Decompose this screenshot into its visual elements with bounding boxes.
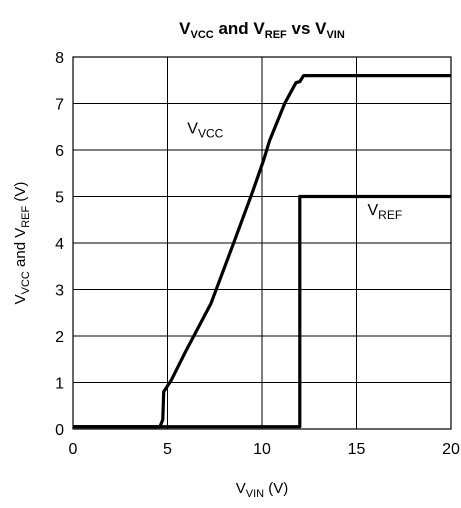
y-axis-label: VVCC​ and VREF​ (V) <box>12 182 32 305</box>
y-tick-label: 0 <box>55 422 64 439</box>
series-line-vref <box>73 194 451 429</box>
series-label-vref: VREF​ <box>368 202 403 222</box>
y-tick-label: 8 <box>55 50 64 67</box>
chart-title: VVCC​ and VREF​ vs VVIN​ <box>179 19 345 41</box>
grid-layer <box>73 57 451 429</box>
y-tick-label: 7 <box>55 97 64 114</box>
y-tick-label: 5 <box>55 190 64 207</box>
y-tick-label: 2 <box>55 329 64 346</box>
plot-frame <box>72 56 452 430</box>
x-tick-label: 10 <box>253 441 271 458</box>
tick-layer: 0 5 10 15 20 0 1 2 3 4 5 6 7 8 <box>55 50 460 458</box>
x-tick-label: 0 <box>69 441 78 458</box>
y-tick-label: 1 <box>55 376 64 393</box>
x-tick-label: 20 <box>442 441 460 458</box>
x-tick-label: 5 <box>163 441 172 458</box>
frame-layer <box>72 56 452 430</box>
y-tick-label: 6 <box>55 143 64 160</box>
x-tick-label: 15 <box>348 441 366 458</box>
y-tick-label: 4 <box>55 236 64 253</box>
series-layer <box>73 73 451 429</box>
y-tick-label: 3 <box>55 283 64 300</box>
series-line-vcc <box>73 73 451 429</box>
label-layer: VVCC​ and VREF​ vs VVIN​ VVIN​ (V) VVCC​ a… <box>12 19 402 500</box>
x-axis-label: VVIN​ (V) <box>236 480 289 500</box>
series-label-vcc: VVCC​ <box>187 121 223 141</box>
